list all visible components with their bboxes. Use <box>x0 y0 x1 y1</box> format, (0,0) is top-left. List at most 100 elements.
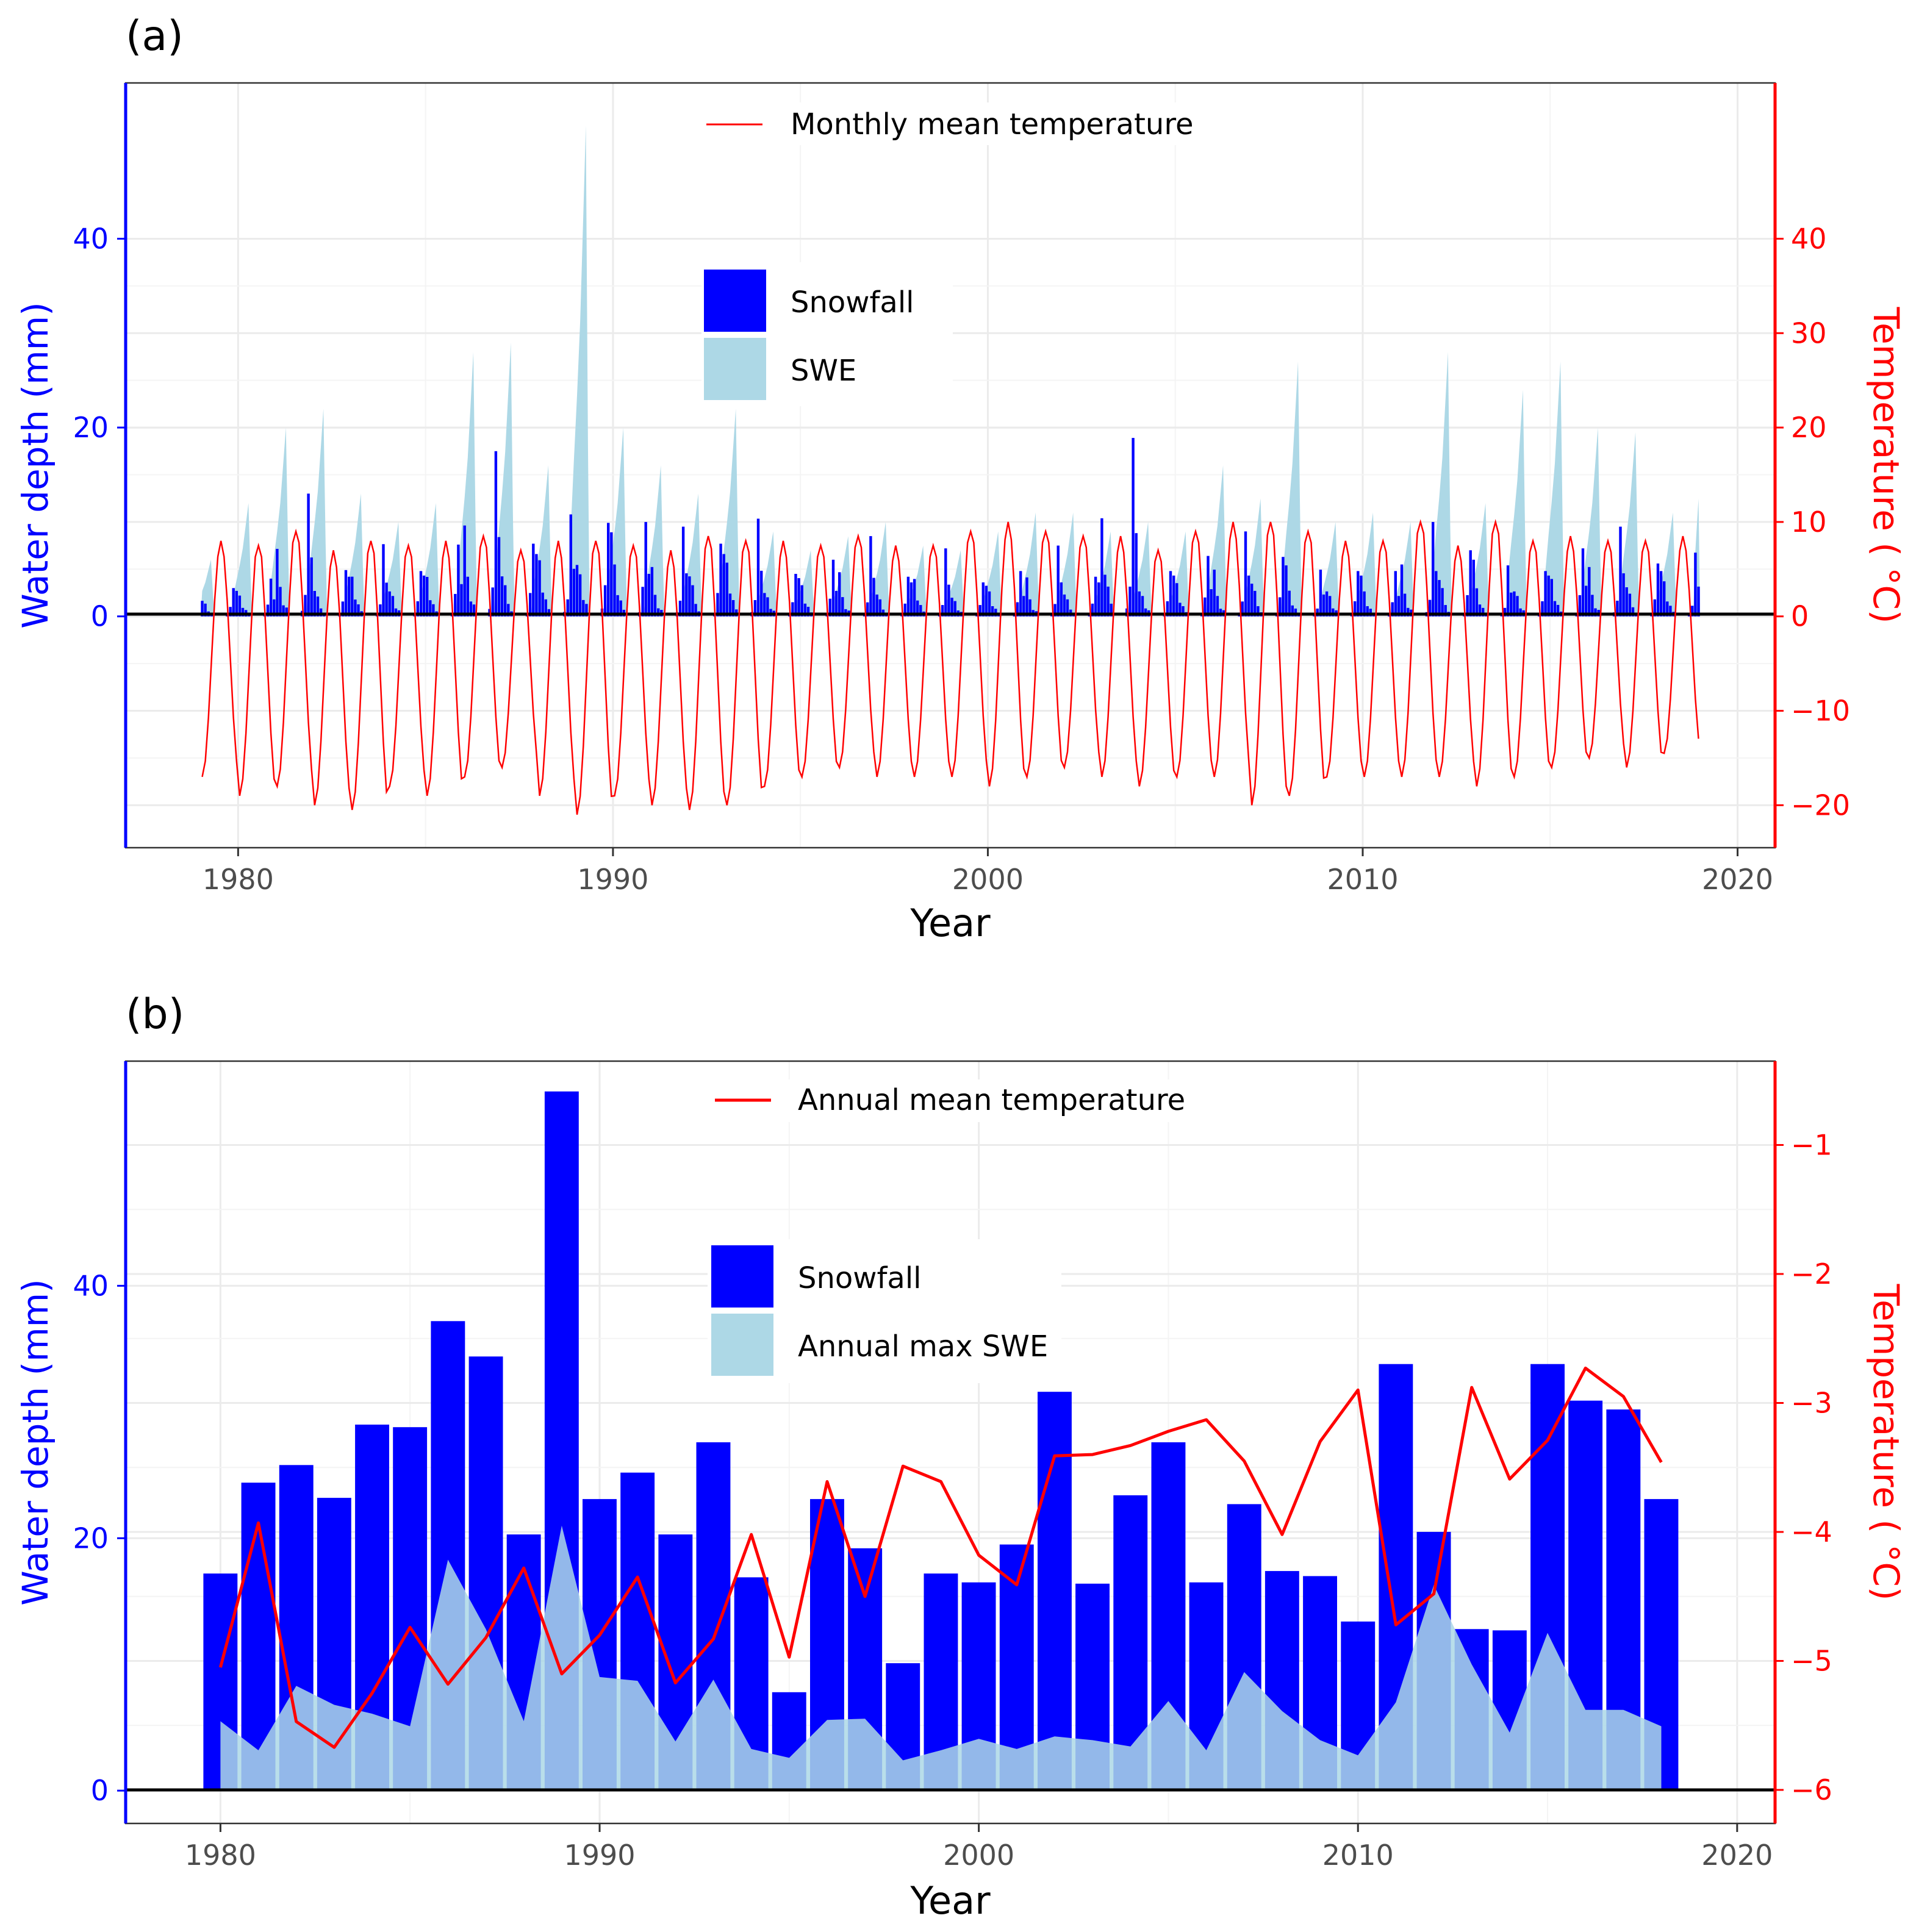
x-tick-label: 1990 <box>577 863 648 896</box>
monthly-snowfall-bar <box>1435 571 1438 617</box>
monthly-snowfall-bar <box>238 595 242 617</box>
monthly-snowfall-bar <box>919 605 922 617</box>
monthly-snowfall-bar <box>494 451 498 617</box>
annual-temperature-line <box>218 1366 1663 1749</box>
monthly-snowfall-bar <box>1216 596 1219 617</box>
monthly-snowfall-bar <box>279 587 282 617</box>
monthly-snowfall-bar <box>538 560 541 617</box>
monthly-snowfall-bar <box>978 605 981 617</box>
monthly-snowfall-bar <box>1691 606 1694 617</box>
monthly-snowfall-bar <box>903 603 906 617</box>
monthly-snowfall-bar <box>1257 606 1260 617</box>
panel-b-legend-snowfall-key <box>711 1245 773 1308</box>
monthly-snowfall-bar <box>1172 575 1175 617</box>
monthly-snowfall-bar <box>1204 597 1207 617</box>
monthly-snowfall-bar <box>466 576 469 617</box>
monthly-snowfall-bar <box>491 587 494 617</box>
monthly-snowfall-bar <box>1444 605 1447 617</box>
monthly-snowfall-bar <box>1025 577 1028 617</box>
monthly-snowfall-bar <box>1363 591 1366 617</box>
monthly-snowfall-bar <box>1622 573 1625 617</box>
monthly-snowfall-bar <box>1400 564 1404 617</box>
monthly-snowfall-bar <box>688 576 691 617</box>
x-tick-label: 1990 <box>564 1839 635 1872</box>
monthly-snowfall-bar <box>269 578 273 617</box>
monthly-snowfall-bar <box>950 598 953 617</box>
left-tick-label: 20 <box>73 1522 109 1555</box>
monthly-snowfall-bar <box>1294 608 1297 617</box>
monthly-snowfall-bar <box>354 599 357 617</box>
monthly-snowfall-bar <box>681 526 685 617</box>
monthly-snowfall-bar <box>507 604 510 617</box>
monthly-snowfall-bar <box>941 605 944 617</box>
monthly-snowfall-bar <box>497 537 501 617</box>
right-tick-label: −5 <box>1791 1645 1832 1678</box>
monthly-snowfall-bar <box>841 597 844 617</box>
monthly-snowfall-bar <box>619 600 622 617</box>
monthly-snowfall-bar <box>1132 438 1135 617</box>
monthly-snowfall-bar <box>1397 596 1401 617</box>
right-tick-label: 20 <box>1791 411 1827 444</box>
x-tick-label: 1980 <box>185 1839 256 1872</box>
monthly-snowfall-bar <box>276 549 279 617</box>
monthly-snowfall-bar <box>1210 589 1213 617</box>
monthly-snowfall-bar <box>1325 591 1329 617</box>
monthly-snowfall-bar <box>1279 597 1282 617</box>
monthly-snowfall-bar <box>391 596 395 617</box>
monthly-snowfall-bar <box>1138 591 1141 617</box>
monthly-snowfall-bar <box>1478 604 1482 617</box>
monthly-snowfall-bar <box>800 585 803 617</box>
monthly-snowfall-bar <box>760 570 763 617</box>
monthly-snowfall-bar <box>232 588 235 617</box>
panel-a-gridlines <box>126 83 1775 848</box>
monthly-snowfall-bar <box>909 582 913 617</box>
monthly-snowfall-bar <box>906 576 910 617</box>
monthly-snowfall-bar <box>319 608 323 617</box>
panel-b-temperature-series <box>218 1366 1663 1749</box>
panel-a-legend-line-label: Monthly mean temperature <box>791 107 1194 141</box>
monthly-snowfall-bar <box>719 543 722 617</box>
monthly-snowfall-bar <box>229 607 232 617</box>
annual-snowfall-bar <box>1038 1392 1072 1791</box>
monthly-snowfall-bar <box>463 525 466 617</box>
monthly-snowfall-bar <box>575 565 579 617</box>
monthly-snowfall-bar <box>1097 582 1100 617</box>
panel-a-legend-swe-label: SWE <box>791 354 856 388</box>
left-tick-label: 0 <box>91 600 109 633</box>
panel-a-x-ticks: 1980 1990 2000 2010 2020 <box>203 848 1773 896</box>
right-tick-label: −1 <box>1791 1128 1832 1161</box>
panel-b-x-title: Year <box>909 1878 991 1923</box>
monthly-snowfall-bar <box>357 604 360 617</box>
panel-b-legend-swe-key <box>711 1314 773 1376</box>
right-tick-label: 30 <box>1791 317 1827 349</box>
monthly-snowfall-bar <box>1663 581 1666 617</box>
x-tick-label: 1980 <box>203 863 274 896</box>
panel-b-legend-swe-label: Annual max SWE <box>798 1329 1048 1364</box>
panel-a-label: (a) <box>126 12 184 60</box>
panel-a-right-ticks: −20 −10 0 10 20 30 40 <box>1775 222 1850 821</box>
monthly-snowfall-bar <box>797 578 800 617</box>
panel-a-monthly-chart: (a) 1980 1990 2000 2010 2020 0 20 40 −20 −10 0 10… <box>15 12 1907 945</box>
monthly-snowfall-bar <box>1285 565 1288 617</box>
monthly-snowfall-bar <box>1316 608 1319 617</box>
panel-a-snowfall-bars <box>201 438 1700 617</box>
monthly-snowfall-bar <box>1594 608 1597 617</box>
monthly-snowfall-bar <box>1063 594 1066 617</box>
monthly-snowfall-bar <box>1241 601 1244 617</box>
monthly-snowfall-bar <box>304 595 307 617</box>
monthly-snowfall-bar <box>725 562 728 617</box>
monthly-snowfall-bar <box>310 557 313 617</box>
monthly-snowfall-bar <box>1366 606 1369 617</box>
monthly-snowfall-bar <box>1482 607 1485 617</box>
x-tick-label: 2000 <box>952 863 1024 896</box>
monthly-snowfall-bar <box>994 609 997 617</box>
monthly-snowfall-bar <box>1144 608 1147 617</box>
monthly-snowfall-bar <box>1510 592 1513 617</box>
monthly-snowfall-bar <box>379 604 382 617</box>
monthly-snowfall-bar <box>803 603 807 617</box>
monthly-snowfall-bar <box>1438 580 1441 617</box>
monthly-snowfall-bar <box>1619 526 1622 617</box>
monthly-snowfall-bar <box>694 604 697 617</box>
monthly-snowfall-bar <box>572 568 576 617</box>
x-tick-label: 2010 <box>1327 863 1398 896</box>
